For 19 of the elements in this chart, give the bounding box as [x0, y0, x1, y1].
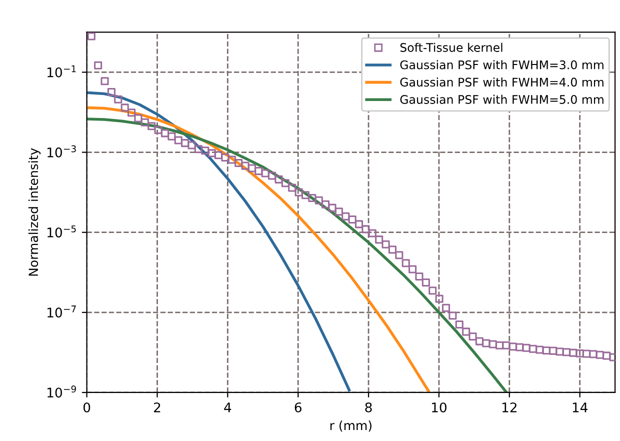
legend-label: Soft-Tissue kernel — [400, 42, 502, 52]
x-axis-title: r (mm) — [330, 420, 372, 432]
x-tick-label: 4 — [224, 402, 232, 412]
x-tick-label: 14 — [572, 402, 588, 412]
y-tick-label: 10$^{−9}$ — [48, 385, 76, 398]
y-tick-label: 10$^{−3}$ — [48, 145, 76, 158]
x-tick-label: 2 — [154, 402, 160, 412]
x-tick-label: 10 — [432, 402, 446, 412]
x-tick-label: 6 — [294, 402, 302, 412]
x-tick-label: 0 — [83, 402, 90, 412]
y-axis-title: Normalized intensity — [28, 148, 41, 276]
legend-label: Gaussian PSF with FWHM=4.0 mm — [400, 77, 604, 87]
legend-label: Gaussian PSF with FWHM=5.0 mm — [400, 94, 604, 104]
y-tick-label: 10$^{−7}$ — [48, 306, 76, 318]
x-tick-label: 12 — [502, 402, 516, 412]
y-tick-label: 10$^{−1}$ — [48, 65, 76, 78]
y-tick-label: 10$^{−5}$ — [48, 225, 76, 238]
legend-label: Gaussian PSF with FWHM=3.0 mm — [400, 60, 604, 70]
x-tick-label: 8 — [365, 402, 372, 412]
